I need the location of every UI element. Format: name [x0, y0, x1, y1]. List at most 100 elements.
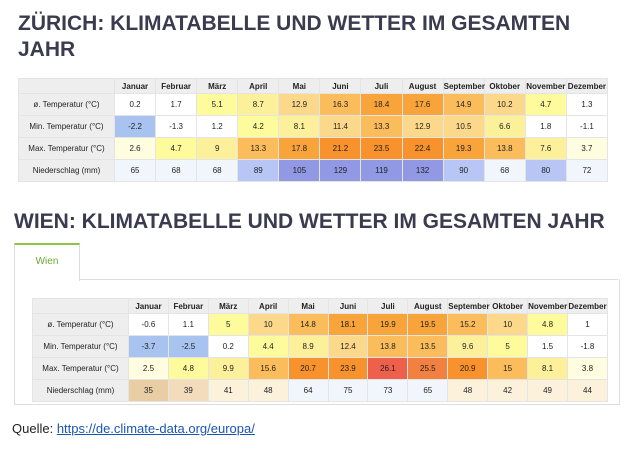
value-cell: 15 [487, 357, 529, 380]
row-label: ø. Temperatur (°C) [18, 93, 115, 116]
row-label: Niederschlag (mm) [32, 379, 129, 402]
month-header: April [247, 298, 289, 314]
value-cell: 90 [442, 159, 485, 182]
value-cell: 4.4 [247, 335, 289, 358]
table-row: Niederschlag (mm) 65 68 68 89 105 129 119 132 90 6… [18, 159, 609, 182]
value-cell: 10 [247, 313, 289, 336]
value-cell: 2.5 [128, 357, 169, 380]
value-cell: 1 [566, 313, 609, 336]
value-cell: 42 [487, 379, 529, 402]
month-header: Januar [113, 78, 157, 94]
value-cell: 10.2 [483, 93, 526, 116]
month-header: Juni [327, 298, 369, 314]
value-cell: 1.5 [527, 335, 568, 358]
value-cell: 5 [207, 313, 249, 336]
month-header: Dezember [565, 78, 609, 94]
value-cell: 44 [566, 379, 609, 402]
value-cell: 16.3 [319, 93, 362, 116]
value-cell: 5 [487, 335, 529, 358]
value-cell: 19.9 [367, 313, 409, 336]
value-cell: 4.7 [155, 137, 198, 160]
value-cell: 129 [319, 159, 362, 182]
tab[interactable]: Wien [14, 243, 80, 281]
header-row: Januar Februar März April Mai Juni Juli August S… [32, 298, 609, 314]
value-cell: 1.1 [167, 313, 209, 336]
value-cell: -3.7 [128, 335, 169, 358]
climate-table: Januar Februar März April Mai Juni Juli August S… [18, 78, 609, 182]
value-cell: 8.9 [287, 335, 329, 358]
climate-table: Januar Februar März April Mai Juni Juli August S… [32, 298, 609, 402]
month-header: Juli [367, 298, 409, 314]
heading: WIEN: KLIMATABELLE UND WETTER IM GESAMTE… [14, 210, 605, 233]
corner-cell [32, 298, 129, 314]
value-cell: -1.8 [566, 335, 609, 358]
source-link[interactable]: https://de.climate-data.org/europa/ [56, 421, 255, 436]
value-cell: 4.8 [527, 313, 568, 336]
row-label: Min. Temperatur (°C) [18, 115, 115, 138]
month-header: Juli [360, 78, 403, 94]
value-cell: 3.8 [566, 357, 609, 380]
table-row: Max. Temperatur (°C) 2.5 4.8 9.9 15.6 20.7 23.… [32, 357, 609, 380]
value-cell: 119 [360, 159, 403, 182]
value-cell: 22.4 [401, 137, 444, 160]
value-cell: 1.8 [524, 115, 567, 138]
value-cell: 65 [113, 159, 157, 182]
month-header: April [237, 78, 280, 94]
value-cell: 23.9 [327, 357, 369, 380]
source-label: Quelle: [12, 421, 54, 436]
value-cell: 8.1 [527, 357, 568, 380]
value-cell: 105 [278, 159, 321, 182]
value-cell: 5.1 [196, 93, 239, 116]
table-row: ø. Temperatur (°C) -0.6 1.1 5 10 14.8 18.1 19.9… [32, 313, 609, 336]
value-cell: 89 [237, 159, 280, 182]
value-cell: 13.3 [360, 115, 403, 138]
month-header: März [196, 78, 239, 94]
value-cell: 48 [447, 379, 489, 402]
month-header: Oktober [483, 78, 526, 94]
value-cell: 48 [247, 379, 289, 402]
table-row: ø. Temperatur (°C) 0.2 1.7 5.1 8.7 12.9 16.3 18… [18, 93, 609, 116]
month-header: August [407, 298, 449, 314]
month-header: September [447, 298, 490, 314]
value-cell: 9.9 [207, 357, 249, 380]
value-cell: 17.8 [278, 137, 321, 160]
value-cell: -0.6 [128, 313, 169, 336]
month-header: Dezember [566, 298, 609, 314]
tab-line [78, 279, 618, 280]
value-cell: 12.9 [401, 115, 444, 138]
corner-cell [18, 78, 115, 94]
value-cell: 19.5 [407, 313, 449, 336]
value-cell: -2.2 [113, 115, 157, 138]
month-header: März [207, 298, 249, 314]
value-cell: 10.5 [442, 115, 485, 138]
table-row: Min. Temperatur (°C) -2.2 -1.3 1.2 4.2 8.1 11.… [18, 115, 609, 138]
source: Quelle: https://de.climate-data.org/euro… [12, 421, 255, 436]
value-cell: 14.9 [442, 93, 485, 116]
value-cell: 72 [565, 159, 609, 182]
value-cell: 14.8 [287, 313, 329, 336]
value-cell: -2.5 [167, 335, 209, 358]
value-cell: 8.7 [237, 93, 280, 116]
row-label: Niederschlag (mm) [18, 159, 115, 182]
value-cell: 4.7 [524, 93, 567, 116]
month-header: Mai [287, 298, 329, 314]
value-cell: 35 [128, 379, 169, 402]
month-header: November [524, 78, 567, 94]
value-cell: 19.3 [442, 137, 485, 160]
row-label: Max. Temperatur (°C) [18, 137, 115, 160]
value-cell: 10 [487, 313, 529, 336]
value-cell: 65 [407, 379, 449, 402]
value-cell: 3.7 [565, 137, 609, 160]
value-cell: 12.4 [327, 335, 369, 358]
value-cell: 64 [287, 379, 329, 402]
value-cell: 7.6 [524, 137, 567, 160]
value-cell: 49 [527, 379, 568, 402]
value-cell: 15.6 [247, 357, 289, 380]
value-cell: 13.8 [367, 335, 409, 358]
value-cell: 15.2 [447, 313, 489, 336]
month-header: Februar [155, 78, 198, 94]
value-cell: 0.2 [207, 335, 249, 358]
value-cell: -1.3 [155, 115, 198, 138]
month-header: November [527, 298, 568, 314]
